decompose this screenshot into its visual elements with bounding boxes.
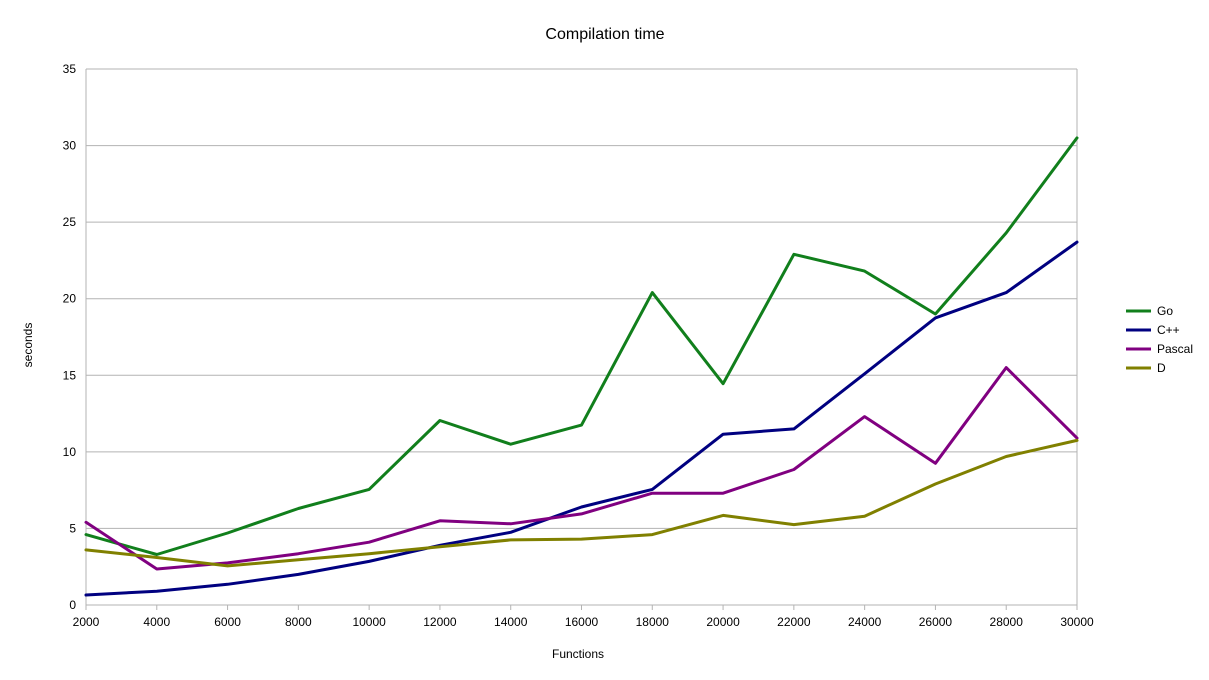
legend-item: Go bbox=[1126, 304, 1173, 318]
y-axis-label: seconds bbox=[21, 323, 35, 368]
x-tick-label: 6000 bbox=[214, 615, 241, 629]
x-tick-label: 14000 bbox=[494, 615, 528, 629]
x-tick-label: 24000 bbox=[848, 615, 882, 629]
y-tick-label: 35 bbox=[63, 62, 77, 76]
legend-item: C++ bbox=[1126, 323, 1180, 337]
y-tick-labels: 0 5 10 15 20 25 30 35 bbox=[63, 62, 77, 612]
x-tick-label: 30000 bbox=[1060, 615, 1094, 629]
series-line-c bbox=[84, 240, 1079, 597]
y-tick-label: 25 bbox=[63, 215, 77, 229]
y-tick-label: 15 bbox=[63, 368, 77, 382]
y-tick-label: 0 bbox=[69, 598, 76, 612]
y-tick-label: 10 bbox=[63, 445, 77, 459]
x-tick-label: 28000 bbox=[990, 615, 1024, 629]
x-tick-label: 8000 bbox=[285, 615, 312, 629]
legend: Go C++ Pascal D bbox=[1126, 304, 1193, 375]
legend-label: C++ bbox=[1157, 323, 1180, 337]
y-tick-label: 20 bbox=[63, 292, 77, 306]
series-line-d bbox=[84, 438, 1079, 568]
axes bbox=[85, 69, 1078, 610]
x-tick-label: 10000 bbox=[352, 615, 386, 629]
legend-label: Go bbox=[1157, 304, 1173, 318]
x-tick-labels: 2000 4000 6000 8000 10000 12000 14000 16000 1800… bbox=[73, 615, 1094, 629]
x-tick-label: 20000 bbox=[706, 615, 740, 629]
series-line-pascal bbox=[84, 366, 1079, 571]
legend-label: Pascal bbox=[1157, 342, 1193, 356]
x-tick-label: 22000 bbox=[777, 615, 811, 629]
y-tick-label: 30 bbox=[63, 139, 77, 153]
x-tick-label: 18000 bbox=[636, 615, 670, 629]
x-tick-label: 2000 bbox=[73, 615, 100, 629]
x-tick-label: 26000 bbox=[919, 615, 953, 629]
series-lines bbox=[84, 136, 1079, 597]
legend-label: D bbox=[1157, 361, 1166, 375]
grid-lines bbox=[86, 68, 1077, 606]
y-tick-label: 5 bbox=[69, 521, 76, 535]
x-tick-label: 4000 bbox=[143, 615, 170, 629]
x-tick-label: 12000 bbox=[423, 615, 457, 629]
legend-item: D bbox=[1126, 361, 1166, 375]
chart-title: Compilation time bbox=[545, 26, 664, 43]
series-line-go bbox=[84, 136, 1079, 556]
x-axis-label: Functions bbox=[552, 647, 604, 661]
x-tick-label: 16000 bbox=[565, 615, 599, 629]
legend-item: Pascal bbox=[1126, 342, 1193, 356]
